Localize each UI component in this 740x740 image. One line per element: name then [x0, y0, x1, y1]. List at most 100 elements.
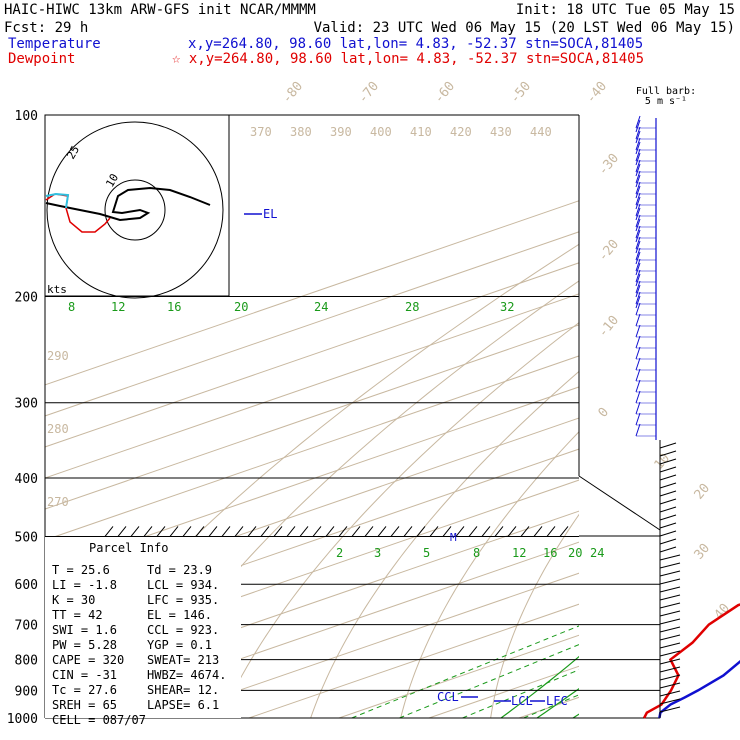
wind-barb [635, 247, 641, 261]
parcel-info-background [45, 537, 241, 718]
freezing-hatch [494, 526, 504, 537]
freezing-hatch [208, 526, 218, 537]
wind-barb [635, 368, 641, 382]
wind-barb [635, 236, 641, 250]
freezing-hatch [481, 526, 491, 537]
moist-adiabat-label: 24 [314, 300, 328, 314]
parcel-row-right: HWBZ= 4674. [147, 668, 226, 682]
wind-barb [635, 148, 641, 162]
isotherm-line [45, 262, 579, 448]
pressure-tick-label: 100 [15, 109, 38, 124]
wind-barb [635, 357, 641, 371]
wind-barb [635, 218, 641, 232]
parcel-row-left: CIN = -31 [52, 668, 117, 682]
legend-temperature-label: Temperature [8, 36, 101, 52]
wind-barb [659, 602, 681, 609]
wind-barb [659, 674, 681, 681]
freezing-hatch [338, 526, 348, 537]
wind-barb [635, 214, 641, 228]
wind-barb [635, 284, 641, 298]
wind-barb [635, 181, 641, 195]
hodograph-ring-label-outer: 25 [64, 144, 82, 162]
isotherm-line [45, 386, 579, 572]
isotherm-label: 30 [692, 541, 714, 563]
pressure-tick-label: 900 [15, 684, 38, 699]
wind-barb [635, 207, 641, 221]
isotherm-label: 20 [692, 481, 714, 503]
parcel-row-left: SWI = 1.6 [52, 623, 117, 637]
wind-barb [659, 618, 681, 625]
freezing-hatch [247, 526, 257, 537]
freezing-hatch [169, 526, 179, 537]
legend-dewpoint-info: ☆ x,y=264.80, 98.60 lat,lon= 4.83, -52.3… [172, 51, 644, 67]
wind-barb [635, 273, 641, 287]
hodograph-trace-sfc [45, 192, 70, 209]
wind-barb [659, 698, 681, 705]
theta-label: 400 [370, 125, 392, 139]
isotherm-label: -40 [584, 79, 611, 107]
wind-barb [635, 141, 641, 155]
isotherm-line [158, 572, 579, 718]
freezing-hatch [507, 526, 517, 537]
wind-barb [635, 170, 641, 184]
wind-barb [659, 522, 677, 529]
freezing-hatch [351, 526, 361, 537]
parcel-row-right: LFC = 935. [147, 593, 219, 607]
wind-barb [659, 682, 681, 689]
wind-barb [659, 546, 677, 553]
wind-barb [659, 658, 681, 665]
dry-adiabat-line [220, 321, 579, 718]
wind-barb [659, 690, 681, 697]
freezing-hatch [455, 526, 465, 537]
parcel-row-right: SWEAT= 213 [147, 653, 219, 667]
isotherm-label: -20 [596, 237, 623, 265]
parcel-row-right: Td = 23.9 [147, 563, 212, 577]
wind-barb [635, 119, 641, 133]
mixing-ratio-label: 16 [543, 546, 557, 560]
theta-label-left: 280 [47, 422, 69, 436]
freezing-hatch [286, 526, 296, 537]
ccl-marker: CCL [437, 690, 459, 704]
wind-barb [635, 423, 641, 437]
wind-barb [635, 159, 641, 173]
isotherm-label: -10 [596, 313, 623, 341]
melt-marker: M [450, 531, 457, 544]
wind-barb [659, 578, 681, 585]
parcel-row-right: YGP = 0.1 [147, 638, 212, 652]
pressure-tick-label: 1000 [7, 712, 38, 727]
barb-legend-line1: Full barb: [636, 86, 696, 97]
parcel-row-right: LAPSE= 6.1 [147, 698, 219, 712]
theta-label: 380 [290, 125, 312, 139]
theta-label-left: 270 [47, 495, 69, 509]
freezing-hatch [429, 526, 439, 537]
mixing-ratio-label: 24 [590, 546, 604, 560]
moist-adiabat-line [500, 655, 579, 718]
isotherm-line [609, 115, 740, 718]
hodograph-frame [44, 114, 230, 297]
wind-barb [635, 174, 641, 188]
hodograph-trace [45, 186, 211, 222]
mixing-ratio-line [523, 694, 579, 718]
header-init: Init: 18 UTC Tue 05 May 15 [516, 2, 735, 18]
wind-barb [635, 258, 641, 272]
parcel-info-title: Parcel Info [89, 541, 168, 555]
wind-barb [635, 302, 641, 316]
freezing-hatch [559, 526, 569, 537]
moist-adiabat-line [681, 297, 740, 718]
mixing-ratio-label: 20 [568, 546, 582, 560]
wind-barb [635, 130, 641, 144]
pressure-tick-label: 400 [15, 472, 38, 487]
mixing-ratio-label: 2 [336, 546, 343, 560]
freezing-hatch [442, 526, 452, 537]
isotherm-label: 0 [596, 405, 613, 421]
parcel-row-left: Tc = 27.6 [52, 683, 117, 697]
barb-legend-line2: 5 m s⁻¹ [645, 96, 687, 107]
hodograph-ring-label-inner: 10 [103, 172, 121, 190]
wind-barb [659, 442, 677, 449]
el-marker: EL [263, 207, 277, 221]
isotherm-label: -30 [596, 151, 623, 179]
moist-adiabat-label: 20 [234, 300, 248, 314]
wind-barb [659, 570, 681, 577]
freezing-hatch [312, 526, 322, 537]
